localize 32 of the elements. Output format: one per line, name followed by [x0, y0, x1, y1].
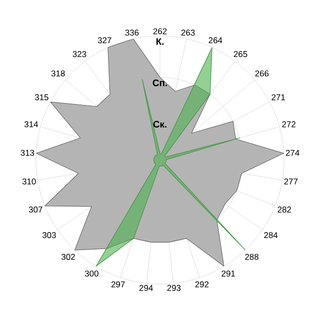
spoke-label: 327	[98, 37, 112, 44]
spoke-label: 277	[284, 178, 298, 184]
spoke-label: 282	[278, 206, 291, 213]
spoke-label: 303	[42, 232, 56, 238]
spoke-label: 288	[245, 254, 258, 260]
spoke-label: 300	[84, 270, 98, 277]
spoke-label: 265	[234, 51, 248, 58]
y-tick-label: Ск.	[153, 120, 166, 128]
spoke-label: 263	[181, 30, 195, 36]
spoke-label: 294	[139, 284, 153, 291]
spoke-label: 318	[51, 70, 65, 76]
y-tick-label: Сп.	[152, 80, 167, 86]
spoke-label: 264	[208, 37, 222, 44]
spoke-label: 323	[72, 51, 86, 58]
spoke-label: 314	[24, 121, 38, 128]
spoke-label: 313	[20, 150, 34, 156]
spoke-label: 302	[62, 254, 75, 260]
spoke-label: 291	[222, 270, 235, 277]
spoke-label: 262	[153, 28, 167, 34]
spoke-label: 293	[167, 284, 181, 291]
spoke-label: 284	[264, 232, 278, 238]
spoke-label: 292	[195, 281, 209, 288]
spoke-label: 272	[282, 121, 296, 128]
spoke-label: 266	[255, 70, 269, 76]
spoke-label: 315	[34, 94, 48, 100]
spoke-label: 310	[22, 178, 36, 184]
spoke-label: 274	[286, 150, 300, 156]
spoke-label: 271	[272, 94, 285, 100]
spoke-label: 336	[125, 30, 139, 36]
y-tick-label: К.	[156, 38, 164, 45]
spoke-label: 307	[28, 206, 42, 213]
spoke-label: 297	[111, 281, 125, 288]
